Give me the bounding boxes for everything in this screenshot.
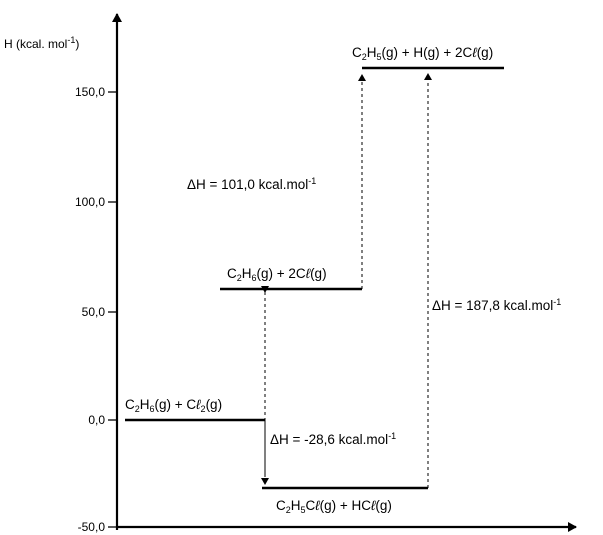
delta-h-label-101: ΔH = 101,0 kcal.mol-1 bbox=[187, 176, 317, 193]
y-axis-label: H (kcal. mol-1) bbox=[4, 35, 80, 52]
y-tick-label-0: 0,0 bbox=[88, 413, 105, 427]
level-label-atoms-cl: C2H6(g) + 2Cℓ(g) bbox=[227, 266, 327, 283]
level-label-products: C2H5Cℓ(g) + HCℓ(g) bbox=[276, 498, 392, 515]
y-tick-label-150: 150,0 bbox=[74, 85, 105, 99]
level-label-radicals: C2H5(g) + H(g) + 2Cℓ(g) bbox=[352, 45, 494, 62]
y-tick-label-100: 100,0 bbox=[74, 195, 105, 209]
y-tick-label-neg50: -50,0 bbox=[77, 520, 105, 534]
y-tick-label-50: 50,0 bbox=[81, 305, 105, 319]
level-label-reactants: C2H6(g) + Cℓ2(g) bbox=[125, 397, 223, 414]
delta-h-label-187: ΔH = 187,8 kcal.mol-1 bbox=[432, 297, 562, 314]
delta-h-label-neg28: ΔH = -28,6 kcal.mol-1 bbox=[270, 431, 397, 448]
